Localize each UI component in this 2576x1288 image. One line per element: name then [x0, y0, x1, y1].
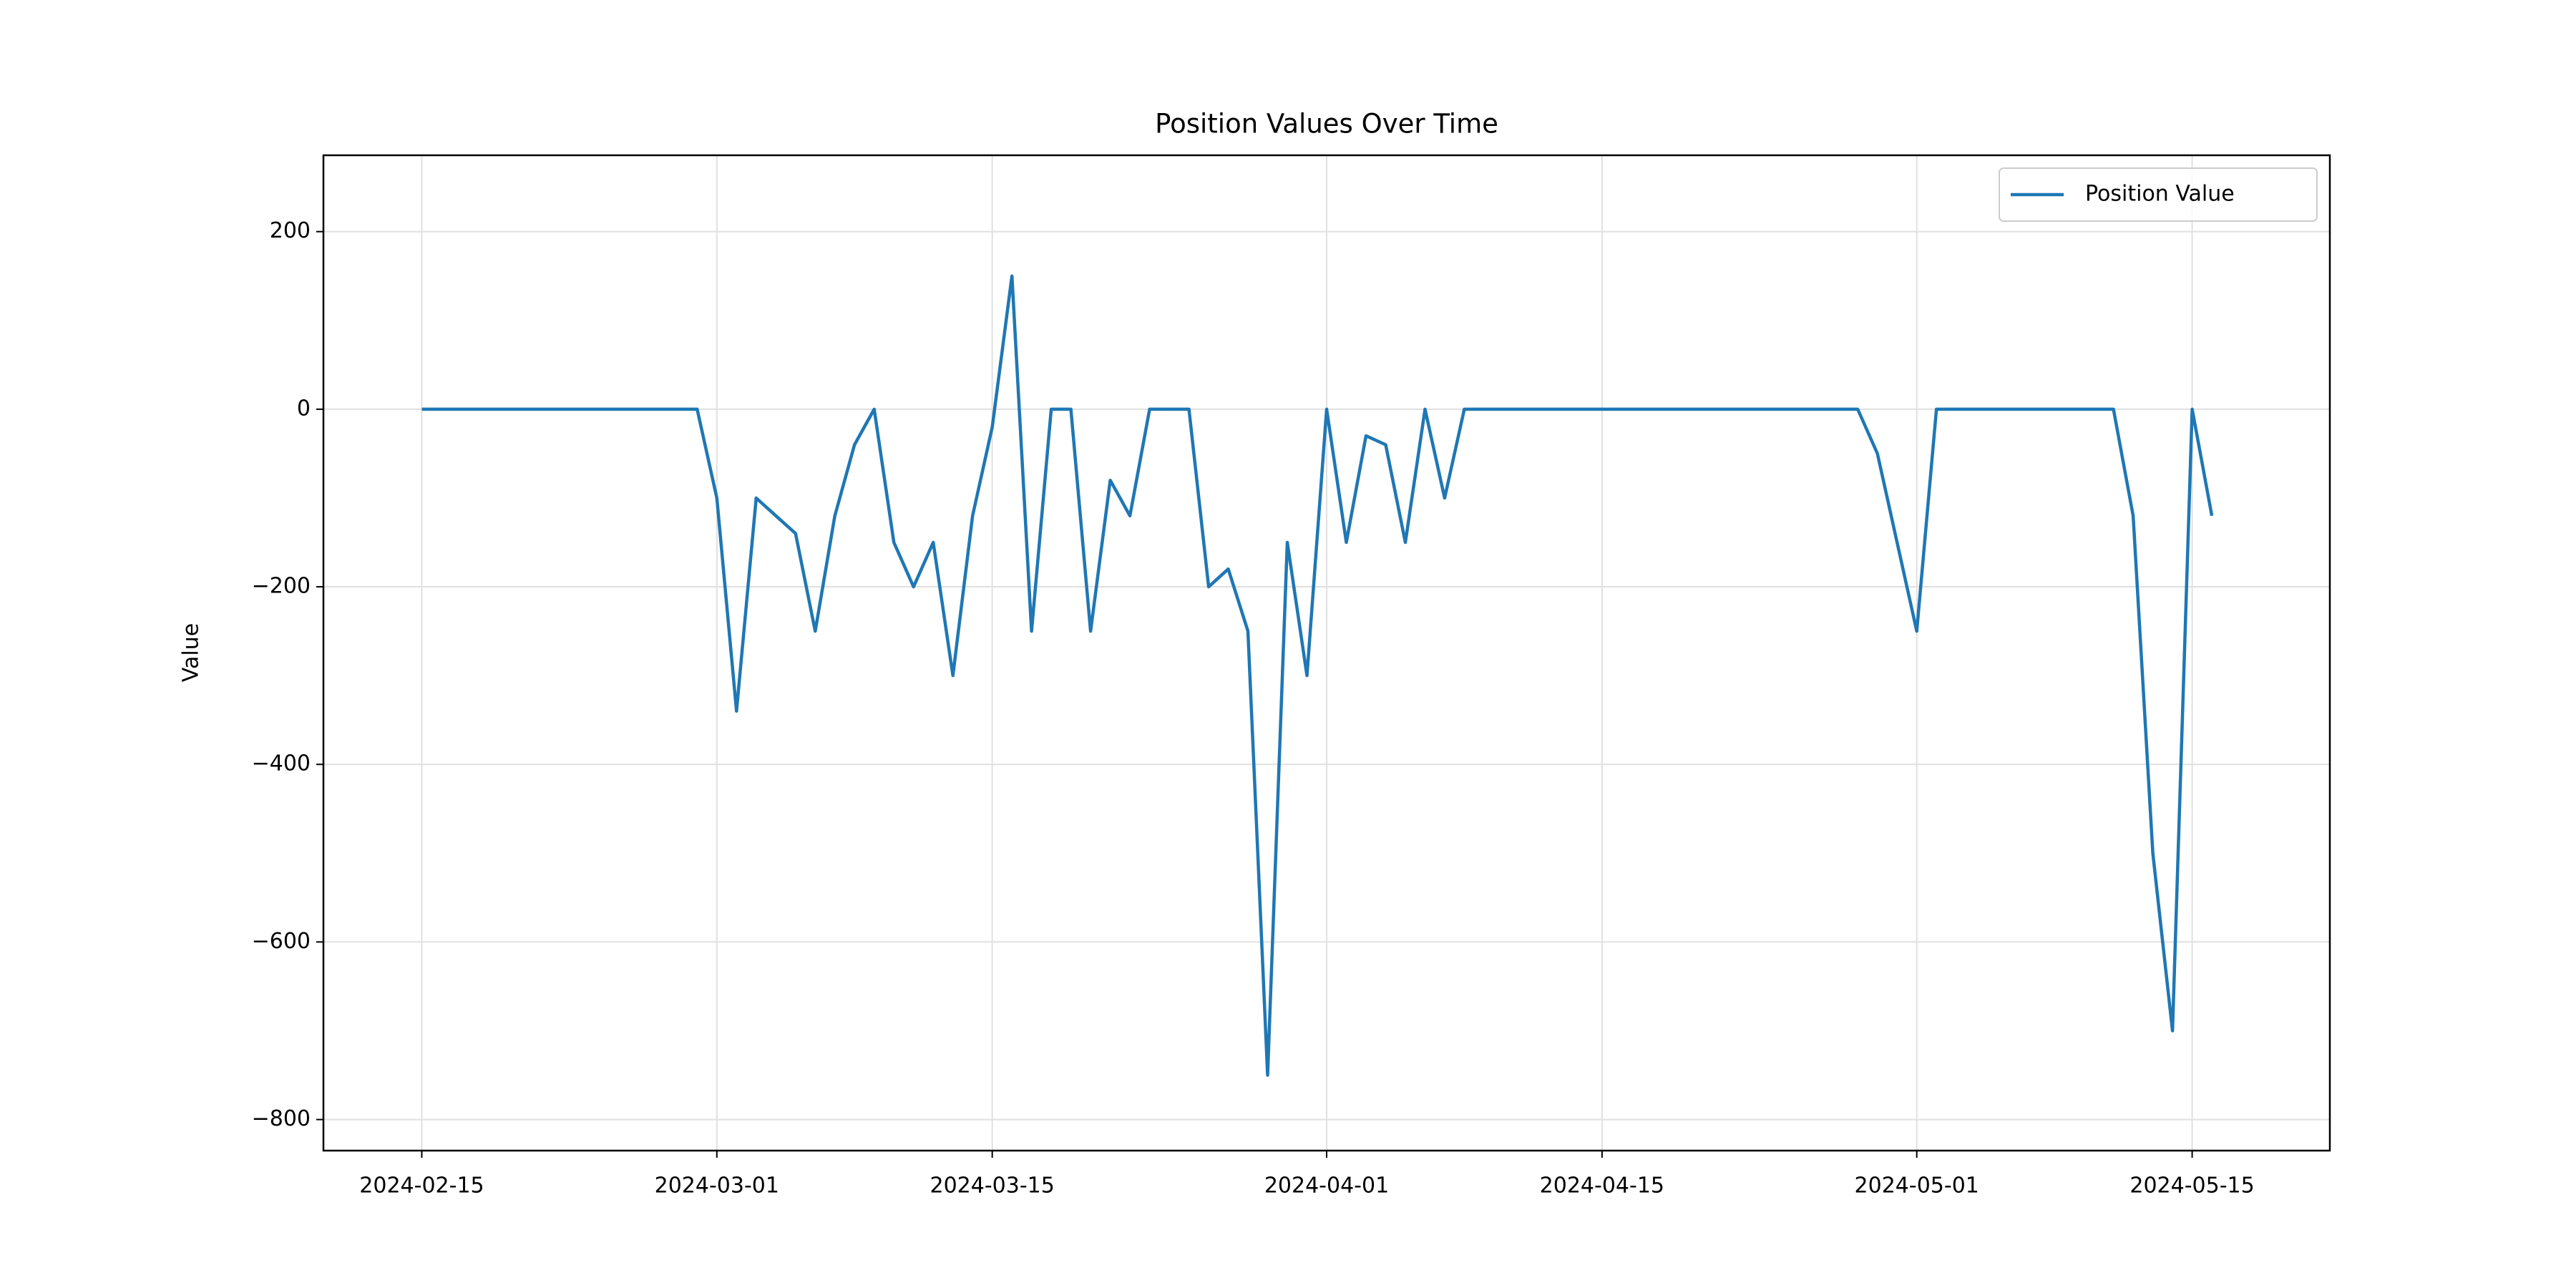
y-tick-label: −200: [252, 574, 311, 599]
y-tick-label: −600: [252, 929, 311, 954]
y-axis-label: Value: [179, 623, 204, 682]
x-tick-label: 2024-05-15: [2129, 1174, 2254, 1199]
plot-frame: [322, 154, 2331, 1152]
chart-title: Position Values Over Time: [1155, 109, 1498, 140]
x-tick-label: 2024-03-15: [930, 1174, 1054, 1199]
data-line: [421, 274, 2214, 1077]
legend-label: Position Value: [2085, 182, 2235, 207]
x-tick-label: 2024-02-15: [359, 1174, 484, 1199]
y-tick-label: −400: [252, 751, 311, 776]
x-tick-label: 2024-04-01: [1264, 1174, 1389, 1199]
y-tick-label: 0: [297, 396, 311, 421]
legend-box: [1999, 167, 2318, 222]
y-tick-label: −800: [252, 1106, 311, 1131]
y-tick-label: 200: [270, 218, 311, 243]
x-tick-label: 2024-03-01: [655, 1174, 779, 1199]
x-tick-label: 2024-05-01: [1855, 1174, 1979, 1199]
x-tick-label: 2024-04-15: [1540, 1174, 1664, 1199]
